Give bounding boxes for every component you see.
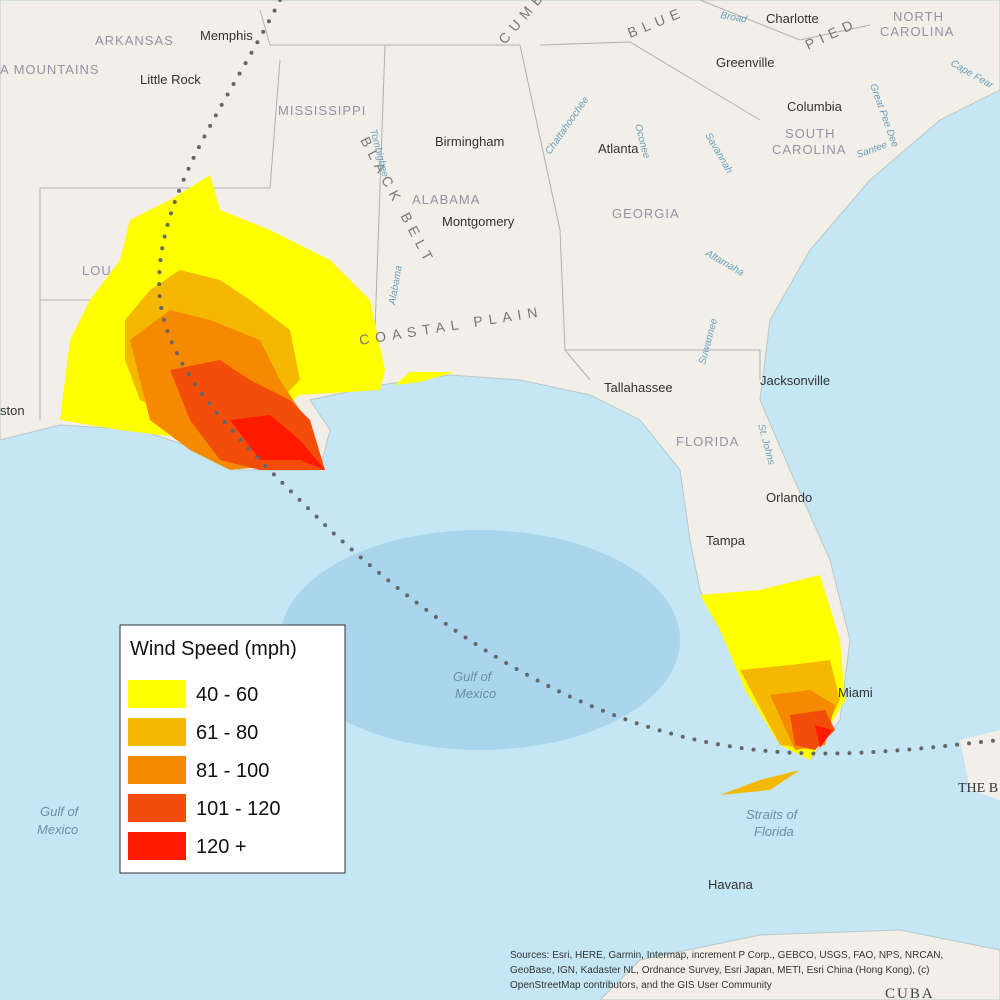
legend-swatch <box>128 718 186 746</box>
water-label: Florida <box>754 824 794 839</box>
state-label: CAROLINA <box>772 142 846 157</box>
legend-swatch <box>128 832 186 860</box>
water-label: Gulf of <box>40 804 80 819</box>
legend-label: 61 - 80 <box>196 722 258 744</box>
region-label: CUBA <box>885 986 935 1000</box>
region-label: A MOUNTAINS <box>0 62 100 77</box>
bahamas <box>960 730 1000 800</box>
state-label: GEORGIA <box>612 206 680 221</box>
water-label: Mexico <box>455 686 496 701</box>
city-label: Little Rock <box>140 72 201 87</box>
legend-swatch <box>128 680 186 708</box>
legend-swatch <box>128 756 186 784</box>
city-label: Columbia <box>787 99 843 114</box>
legend-title: Wind Speed (mph) <box>130 638 297 660</box>
city-label: Havana <box>708 877 754 892</box>
legend-swatch <box>128 794 186 822</box>
state-label: LOU <box>82 263 112 278</box>
city-label: Montgomery <box>442 214 515 229</box>
state-label: CAROLINA <box>880 24 954 39</box>
land <box>0 0 1000 761</box>
city-label: Birmingham <box>435 134 504 149</box>
city-label: Charlotte <box>766 11 819 26</box>
city-label: ston <box>0 403 25 418</box>
swath-120 <box>230 415 325 470</box>
swath-fl-120 <box>815 725 832 748</box>
city-label: Orlando <box>766 490 812 505</box>
storm-track <box>157 0 1000 756</box>
legend-label: 120 + <box>196 836 247 858</box>
state-label: NORTH <box>893 9 944 24</box>
state-label: SOUTH <box>785 126 836 141</box>
cuba <box>599 929 1000 1000</box>
water-label: Mexico <box>37 822 78 837</box>
state-label: ARKANSAS <box>95 33 174 48</box>
state-label: ALABAMA <box>412 192 480 207</box>
state-label: MISSISSIPPI <box>278 103 366 118</box>
river-label: Broad <box>719 10 748 26</box>
swath-keys <box>720 770 800 795</box>
city-label: Jacksonville <box>760 373 830 388</box>
water-label: Straits of <box>746 807 799 822</box>
region-label: THE B <box>958 781 998 796</box>
state-label: FLORIDA <box>676 434 739 449</box>
attribution: Sources: Esri, HERE, Garmin, Intermap, i… <box>510 950 943 991</box>
water-label: Gulf of <box>453 669 493 684</box>
legend-label: 40 - 60 <box>196 684 258 706</box>
swath-coast <box>395 372 455 385</box>
city-label: Miami <box>838 685 873 700</box>
legend: Wind Speed (mph) 40 - 60 61 - 80 81 - 100 1… <box>119 624 346 874</box>
attribution-line: Sources: Esri, HERE, Garmin, Intermap, i… <box>510 950 943 961</box>
attribution-line: OpenStreetMap contributors, and the GIS … <box>510 980 772 991</box>
city-label: Memphis <box>200 28 253 43</box>
legend-label: 81 - 100 <box>196 760 269 782</box>
legend-label: 101 - 120 <box>196 798 281 820</box>
city-label: Greenville <box>716 55 775 70</box>
city-label: Tampa <box>706 533 746 548</box>
attribution-line: GeoBase, IGN, Kadaster NL, Ordnance Surv… <box>510 965 929 976</box>
deep-water <box>280 530 680 750</box>
city-label: Tallahassee <box>604 380 673 395</box>
city-label: Atlanta <box>598 141 639 156</box>
legend-box <box>119 624 346 874</box>
